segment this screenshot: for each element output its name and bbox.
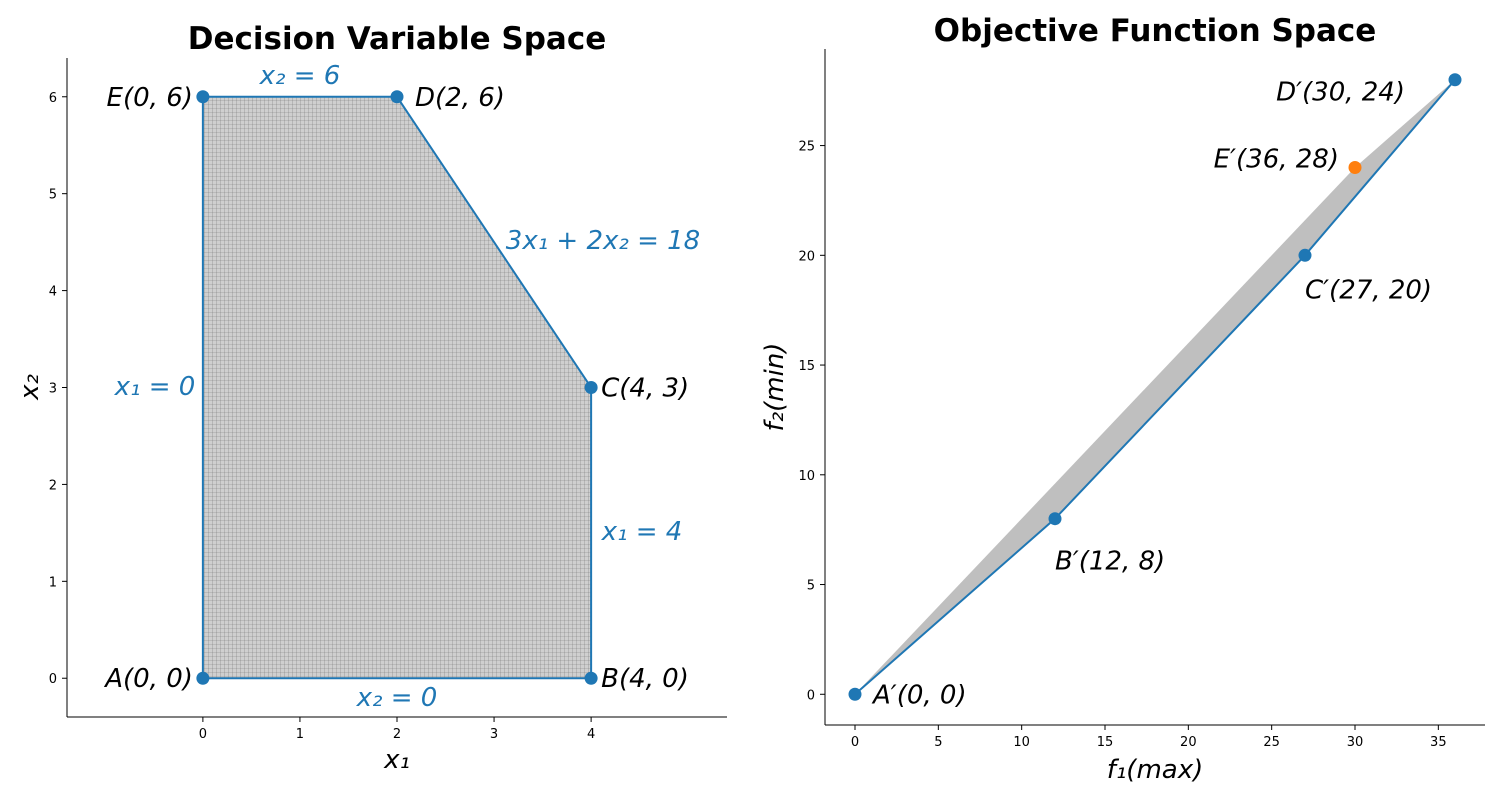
point-b-prime bbox=[1048, 512, 1062, 526]
left-x-axis-label: x₁ bbox=[383, 745, 410, 775]
left-y-tick-label: 1 bbox=[49, 575, 57, 590]
right-x-tick-label: 5 bbox=[934, 735, 942, 750]
right-points bbox=[848, 73, 1462, 701]
left-y-tick-label: 2 bbox=[49, 478, 57, 493]
right-y-tick-label: 25 bbox=[798, 140, 815, 155]
right-y-tick-label: 5 bbox=[807, 579, 815, 594]
right-y-tick-label: 15 bbox=[798, 359, 815, 374]
right-y-ticks: 0 5 10 15 20 25 bbox=[798, 140, 825, 703]
left-x-tick-label: 4 bbox=[587, 727, 595, 742]
left-x-ticks: 0 1 2 3 4 bbox=[199, 717, 595, 742]
vertex-a-point bbox=[196, 671, 210, 685]
right-y-axis-label: f₂(min) bbox=[760, 343, 790, 432]
left-y-tick-label: 5 bbox=[49, 188, 57, 203]
vertex-a-label: A(0, 0) bbox=[103, 664, 193, 694]
point-e-prime bbox=[1348, 161, 1362, 175]
right-x-tick-label: 20 bbox=[1180, 735, 1197, 750]
vertex-d-label: D(2, 6) bbox=[415, 83, 505, 113]
constraint-label-x2-6: x₂ = 6 bbox=[259, 61, 341, 91]
left-y-tick-label: 3 bbox=[49, 382, 57, 397]
point-e-prime-label: E′(36, 28) bbox=[1214, 145, 1339, 175]
left-x-tick-label: 0 bbox=[199, 727, 207, 742]
constraint-label-x1-4: x₁ = 4 bbox=[601, 517, 683, 547]
left-y-tick-label: 6 bbox=[49, 91, 57, 106]
left-x-tick-label: 1 bbox=[296, 727, 304, 742]
vertex-b-point bbox=[584, 671, 598, 685]
point-c-prime-label: C′(27, 20) bbox=[1305, 275, 1432, 305]
point-a-prime bbox=[848, 687, 862, 701]
right-y-tick-label: 20 bbox=[798, 249, 815, 264]
right-x-axis-label: f₁(max) bbox=[1107, 755, 1204, 785]
left-y-tick-label: 4 bbox=[49, 285, 57, 300]
left-x-tick-label: 3 bbox=[490, 727, 498, 742]
decision-variable-chart: Decision Variable Space 0 1 2 3 4 0 1 2 3 4 5 6 x₁… bbox=[15, 21, 727, 775]
right-y-tick-label: 0 bbox=[807, 688, 815, 703]
right-point-labels: A′(0, 0) B′(12, 8) C′(27, 20) D′(30, 24) E′(… bbox=[871, 78, 1432, 711]
objective-function-chart: Objective Function Space 0 5 10 15 20 25 30 35 … bbox=[760, 13, 1485, 785]
vertex-c-label: C(4, 3) bbox=[601, 374, 689, 404]
vertex-c-point bbox=[584, 381, 598, 394]
right-x-tick-label: 35 bbox=[1430, 735, 1447, 750]
right-x-tick-label: 30 bbox=[1347, 735, 1364, 750]
right-x-tick-label: 0 bbox=[851, 735, 859, 750]
frontier-line bbox=[854, 79, 1456, 696]
point-b-prime-label: B′(12, 8) bbox=[1055, 547, 1165, 577]
right-chart-title: Objective Function Space bbox=[934, 13, 1377, 49]
left-y-tick-label: 0 bbox=[49, 672, 57, 687]
right-x-tick-label: 15 bbox=[1097, 735, 1114, 750]
left-y-axis-label: x₂ bbox=[15, 374, 45, 401]
constraint-label-x2-0: x₂ = 0 bbox=[356, 683, 438, 713]
vertex-e-label: E(0, 6) bbox=[107, 83, 193, 113]
point-a-prime-label: A′(0, 0) bbox=[871, 680, 967, 710]
feasible-region bbox=[201, 95, 593, 680]
right-x-tick-label: 10 bbox=[1013, 735, 1030, 750]
constraint-label-x1-0: x₁ = 0 bbox=[114, 372, 196, 402]
objective-region bbox=[855, 79, 1455, 695]
right-y-tick-label: 10 bbox=[798, 469, 815, 484]
vertex-e-point bbox=[196, 90, 210, 104]
point-d-prime bbox=[1448, 73, 1462, 87]
left-chart-title: Decision Variable Space bbox=[188, 21, 607, 57]
left-vertices bbox=[196, 90, 598, 685]
right-x-tick-label: 25 bbox=[1263, 735, 1280, 750]
constraint-label-line: 3x₁ + 2x₂ = 18 bbox=[506, 226, 700, 256]
left-y-ticks: 0 1 2 3 4 5 6 bbox=[49, 91, 67, 687]
left-vertex-labels: A(0, 0) B(4, 0) C(4, 3) D(2, 6) E(0, 6) bbox=[103, 83, 689, 694]
vertex-b-label: B(4, 0) bbox=[601, 664, 689, 694]
point-c-prime bbox=[1298, 248, 1312, 262]
left-x-tick-label: 2 bbox=[393, 727, 401, 742]
right-x-ticks: 0 5 10 15 20 25 30 35 bbox=[851, 725, 1447, 750]
point-d-prime-label: D′(30, 24) bbox=[1276, 78, 1405, 108]
vertex-d-point bbox=[390, 90, 404, 104]
